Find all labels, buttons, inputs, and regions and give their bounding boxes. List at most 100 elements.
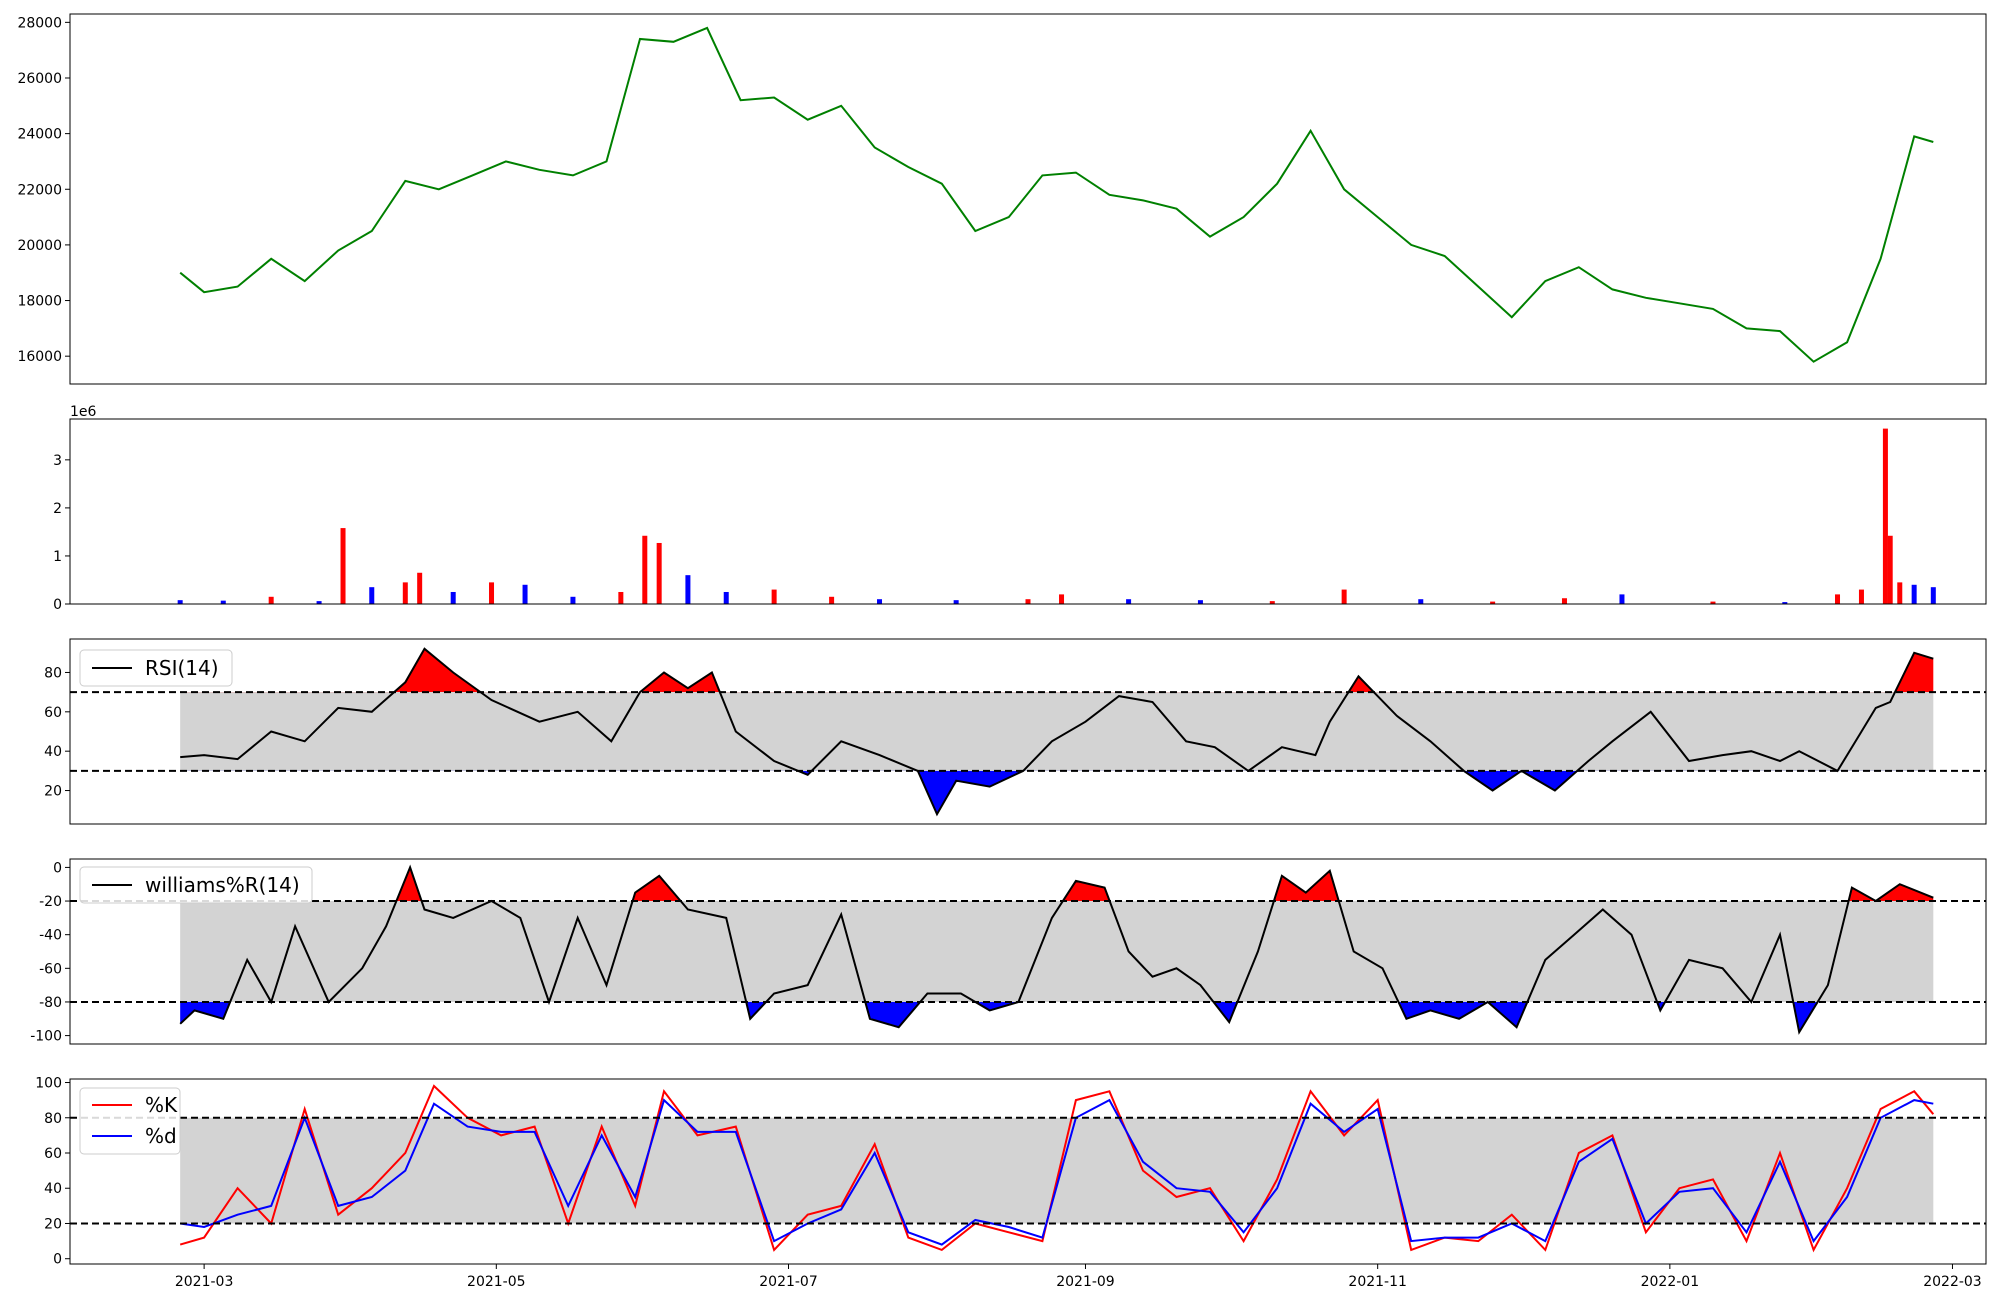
volume-panel: 0 1 2 3 (53, 418, 1987, 613)
wr-ytick-label: -100 (30, 1029, 62, 1045)
rsi-legend: RSI(14) (79, 649, 233, 687)
volume-bar (1561, 598, 1567, 604)
stochastic-panel: 0 20 40 60 80 100 (35, 1076, 1987, 1268)
volume-bar (1126, 599, 1132, 604)
volume-ytick-label: 0 (53, 597, 62, 613)
rsi-oversold-fill (180, 770, 1934, 815)
wr-ytick-label: 0 (53, 860, 62, 876)
x-tick-label: 2021-07 (759, 1274, 818, 1290)
wr-line (179, 864, 1934, 1035)
volume-bar (642, 535, 648, 604)
stoch-ytick-label: 80 (44, 1111, 62, 1127)
volume-bar (829, 596, 835, 604)
price-ytick-label: 26000 (17, 71, 62, 87)
volume-frame (69, 418, 1987, 605)
stoch-ytick-label: 40 (44, 1181, 62, 1197)
stoch-ytick-label: 0 (53, 1252, 62, 1268)
volume-bar (656, 542, 662, 604)
rsi-ytick-label: 20 (44, 784, 62, 800)
volume-bar (1418, 599, 1424, 604)
volume-bar (489, 582, 495, 604)
k-legend-label: %K (145, 1093, 178, 1117)
wr-ytick-label: -20 (39, 894, 62, 910)
rsi-panel: 20 40 60 80 (44, 638, 1987, 825)
volume-bar (316, 601, 322, 604)
stoch-ytick-label: 20 (44, 1216, 62, 1232)
williams-r-legend-box (79, 866, 313, 904)
price-line (179, 26, 1934, 363)
rsi-legend-label: RSI(14) (145, 656, 219, 680)
rsi-frame (69, 638, 1987, 825)
stoch-threshold-band (180, 1117, 1934, 1224)
rsi-ytick-label: 80 (44, 665, 62, 681)
volume-bar (417, 572, 423, 604)
stoch-series-0-line (179, 1084, 1935, 1253)
x-tick-label: 2022-03 (1923, 1274, 1982, 1290)
volume-bar (1930, 587, 1936, 604)
volume-bar (402, 582, 408, 604)
stoch-series-1-line (180, 1098, 1934, 1246)
wr-frame (69, 858, 1987, 1045)
volume-bar (1490, 601, 1496, 604)
volume-offset-label: 1e6 (70, 404, 97, 420)
volume-bar (1269, 601, 1275, 604)
volume-bar (1911, 584, 1917, 604)
volume-bar (723, 591, 729, 604)
volume-bar (1059, 594, 1065, 604)
volume-bar (1619, 594, 1625, 604)
stochastic-legend: %K %d (79, 1087, 181, 1155)
wr-ytick-label: -40 (39, 928, 62, 944)
volume-bar (685, 575, 691, 604)
volume-bar (570, 596, 576, 604)
price-frame (69, 13, 1987, 385)
stoch-frame (69, 1078, 1987, 1265)
date-x-axis: 2021-03 2021-05 2021-07 2021-09 2021-11 2022-… (175, 1264, 1982, 1290)
x-tick-label: 2021-03 (175, 1274, 234, 1290)
wr-ytick-label: -80 (39, 995, 62, 1011)
volume-bar (268, 596, 274, 604)
volume-ytick-label: 2 (53, 501, 62, 517)
stoch-ytick-label: 100 (35, 1076, 62, 1092)
volume-bar (1782, 602, 1788, 604)
volume-bar (1197, 600, 1203, 604)
volume-bar (1025, 599, 1031, 604)
volume-bar (340, 528, 346, 604)
volume-bar (771, 589, 777, 604)
volume-bar (1897, 582, 1903, 604)
volume-bar (220, 600, 226, 604)
volume-bar (1710, 601, 1716, 604)
wr-ytick-label: -60 (39, 961, 62, 977)
rsi-ytick-label: 40 (44, 744, 62, 760)
price-ytick-label: 22000 (17, 182, 62, 198)
d-legend-label: %d (145, 1124, 177, 1148)
rsi-legend-box (79, 649, 233, 687)
volume-bar (618, 591, 624, 604)
rsi-ytick-label: 60 (44, 705, 62, 721)
volume-bar (1887, 535, 1893, 604)
volume-bar (450, 591, 456, 604)
volume-bar (1341, 589, 1347, 604)
price-ytick-label: 24000 (17, 127, 62, 143)
x-tick-label: 2022-01 (1641, 1274, 1700, 1290)
volume-bar (953, 600, 959, 604)
volume-bar (1882, 428, 1888, 604)
price-ytick-label: 20000 (17, 238, 62, 254)
price-ytick-label: 28000 (17, 15, 62, 31)
williams-r-panel: 0 -20 -40 -60 -80 -100 (30, 858, 1987, 1045)
wr-threshold-band (180, 901, 1934, 1002)
volume-ytick-label: 3 (53, 453, 62, 469)
wr-oversold-fill (180, 1001, 1818, 1033)
volume-bar (1835, 594, 1841, 604)
x-tick-label: 2021-05 (467, 1274, 526, 1290)
price-ytick-label: 16000 (17, 349, 62, 365)
volume-bar (177, 600, 183, 604)
volume-bar (522, 584, 528, 604)
volume-bar (877, 599, 883, 604)
price-ytick-label: 18000 (17, 294, 62, 310)
volume-bar (1858, 589, 1864, 604)
williams-r-legend: williams%R(14) (79, 866, 313, 904)
x-tick-label: 2021-09 (1056, 1274, 1115, 1290)
rsi-threshold-band (180, 692, 1934, 771)
